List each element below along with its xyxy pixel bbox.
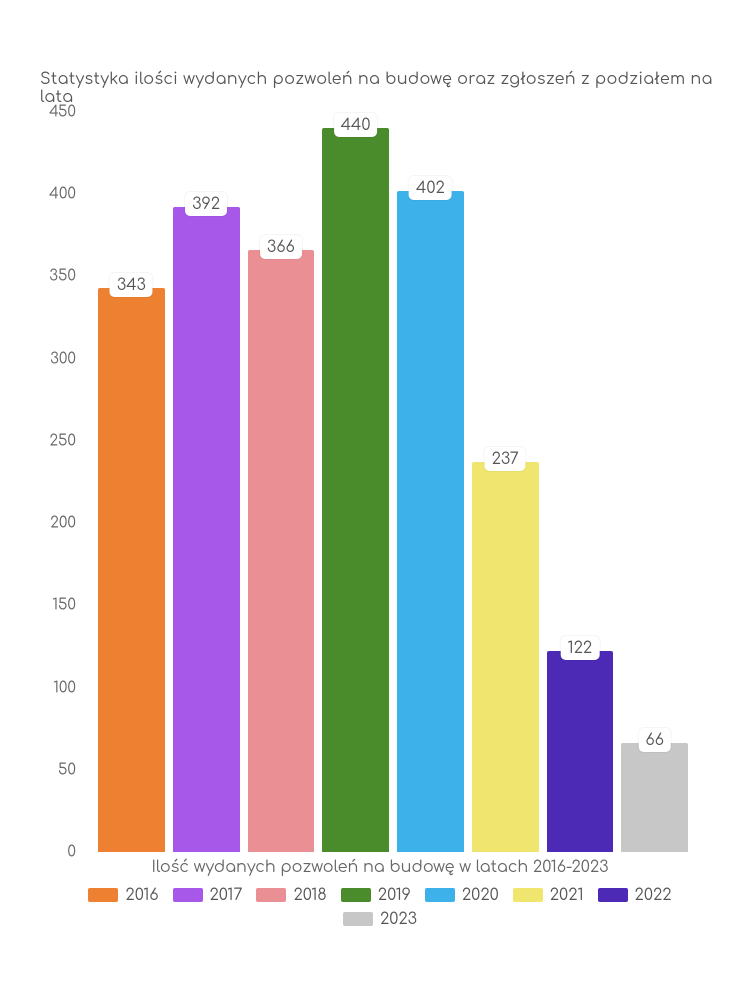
legend-swatch <box>513 888 543 902</box>
y-tick: 450 <box>49 104 76 121</box>
legend-swatch <box>341 888 371 902</box>
bar-value-label: 237 <box>485 447 526 471</box>
legend-item-2016: 2016 <box>88 886 158 904</box>
legend-item-2017: 2017 <box>173 886 243 904</box>
y-tick: 200 <box>50 515 76 532</box>
bar-2016: 343 <box>98 288 165 852</box>
legend-label: 2018 <box>293 886 326 904</box>
bar-2022: 122 <box>547 651 614 852</box>
bars-group: 34339236644040223712266 <box>98 112 688 852</box>
bar-value-label: 402 <box>409 176 452 200</box>
bar-value-label: 366 <box>260 235 302 259</box>
y-tick: 400 <box>49 186 76 203</box>
bar-value-label: 343 <box>110 273 153 297</box>
bar-2020: 402 <box>397 191 464 852</box>
chart-container: Statystyka ilości wydanych pozwoleń na b… <box>40 70 720 940</box>
chart-title: Statystyka ilości wydanych pozwoleń na b… <box>40 70 720 106</box>
plot-area: 050100150200250300350400450 343392366440… <box>88 112 698 852</box>
legend-swatch <box>88 888 118 902</box>
legend-swatch <box>173 888 203 902</box>
legend-item-2022: 2022 <box>598 886 672 904</box>
legend-label: 2020 <box>462 886 499 904</box>
x-axis-label: Ilość wydanych pozwoleń na budowę w lata… <box>40 858 720 876</box>
bar-2018: 366 <box>248 250 315 852</box>
legend-label: 2019 <box>378 886 411 904</box>
y-axis: 050100150200250300350400450 <box>78 112 88 852</box>
legend-swatch <box>425 888 455 902</box>
legend-label: 2022 <box>635 886 672 904</box>
legend-swatch <box>343 912 373 926</box>
bar-2023: 66 <box>621 743 688 852</box>
legend-label: 2017 <box>210 886 243 904</box>
y-tick: 300 <box>50 350 76 367</box>
bar-2021: 237 <box>472 462 539 852</box>
bar-value-label: 66 <box>638 728 671 752</box>
y-tick: 100 <box>53 679 76 696</box>
y-tick: 350 <box>49 268 76 285</box>
legend-label: 2016 <box>125 886 158 904</box>
legend-item-2019: 2019 <box>341 886 411 904</box>
bar-value-label: 122 <box>561 636 600 660</box>
legend-label: 2021 <box>550 886 584 904</box>
bar-value-label: 440 <box>334 113 378 137</box>
legend-swatch <box>256 888 286 902</box>
y-tick: 50 <box>58 761 76 778</box>
bar-2017: 392 <box>173 207 240 852</box>
y-tick: 250 <box>49 432 76 449</box>
legend-item-2018: 2018 <box>256 886 326 904</box>
legend-swatch <box>598 888 628 902</box>
legend-item-2021: 2021 <box>513 886 584 904</box>
bar-2019: 440 <box>322 128 389 852</box>
legend: 2016 2017 2018 2019 2020 2021 2022 2023 <box>40 886 720 928</box>
legend-item-2020: 2020 <box>425 886 499 904</box>
bar-value-label: 392 <box>185 192 227 216</box>
legend-item-2023: 2023 <box>343 910 417 928</box>
legend-label: 2023 <box>380 910 417 928</box>
y-tick: 150 <box>52 597 76 614</box>
